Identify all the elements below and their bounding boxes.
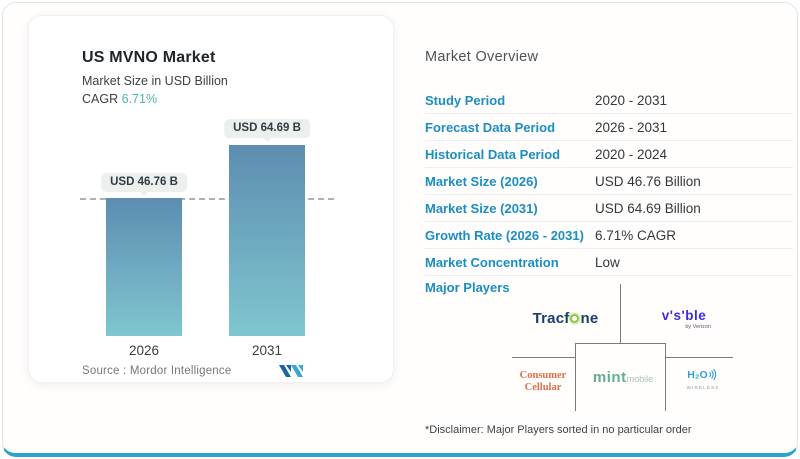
tracfone-ring-icon: [570, 314, 580, 323]
row-label: Market Size (2031): [425, 200, 538, 216]
cagr-line: CAGR 6.71%: [82, 92, 157, 106]
row-value: USD 46.76 Billion: [595, 173, 701, 189]
row-value: 2020 - 2031: [595, 92, 668, 108]
table-row: Historical Data Period 2020 - 2024: [425, 141, 793, 168]
cagr-value: 6.71%: [121, 92, 158, 106]
row-value: 2020 - 2024: [595, 146, 668, 162]
h2o-wireless-logo: H₂O WIRELESS: [673, 365, 733, 390]
tracfone-logo: Tracf ne: [518, 310, 613, 327]
cagr-label: CAGR: [82, 92, 119, 106]
diagram-line: [666, 357, 733, 358]
mint-mobile-logo: mintmobile: [581, 369, 665, 387]
reference-dashed-line: [80, 198, 334, 200]
row-label: Growth Rate (2026 - 2031): [425, 227, 584, 243]
row-label: Forecast Data Period: [425, 119, 556, 135]
bar-2031: [229, 145, 305, 336]
table-row: Market Size (2026) USD 46.76 Billion: [425, 168, 793, 195]
source-label: Source :: [82, 365, 127, 377]
table-row: Forecast Data Period 2026 - 2031: [425, 114, 793, 141]
row-value: 2026 - 2031: [595, 119, 668, 135]
table-row: Study Period 2020 - 2031: [425, 87, 793, 114]
row-value: USD 64.69 Billion: [595, 200, 701, 216]
bar-2026: [106, 198, 182, 336]
diagram-line: [665, 343, 666, 411]
mint-text: mint: [592, 369, 627, 386]
h2o-text: H₂O: [687, 369, 708, 381]
overview-title: Market Overview: [425, 49, 539, 65]
row-label: Historical Data Period: [425, 146, 561, 162]
overview-table: Study Period 2020 - 2031 Forecast Data P…: [425, 87, 793, 276]
row-value: Low: [595, 254, 620, 270]
chart-title: US MVNO Market: [82, 49, 216, 66]
row-value: 6.71% CAGR: [595, 227, 677, 243]
source-line: Source : Mordor Intelligence: [82, 365, 231, 377]
consumer-cellular-logo: Consumer Cellular: [506, 370, 580, 394]
table-row: Growth Rate (2026 - 2031) 6.71% CAGR: [425, 222, 793, 249]
market-size-chart-card: US MVNO Market Market Size in USD Billio…: [28, 15, 394, 383]
disclaimer-text: *Disclaimer: Major Players sorted in no …: [425, 424, 692, 436]
table-row: Market Concentration Low: [425, 249, 793, 276]
table-row: Market Size (2031) USD 64.69 Billion: [425, 195, 793, 222]
major-players-label: Major Players: [425, 280, 510, 295]
row-label: Study Period: [425, 92, 506, 108]
source-name: Mordor Intelligence: [129, 365, 232, 377]
h2o-subtext: WIRELESS: [686, 385, 720, 390]
diagram-line: [620, 284, 621, 343]
bar-value-label-2031: USD 64.69 B: [224, 119, 310, 142]
tracfone-text: Tracf: [532, 310, 570, 327]
mint-subtext: mobile: [626, 374, 654, 384]
h2o-waves-icon: [708, 368, 716, 381]
tracfone-text: ne: [580, 310, 599, 327]
visible-subtext: by Verizon: [685, 324, 711, 330]
x-axis-label-2031: 2031: [251, 343, 283, 358]
diagram-line: [575, 343, 666, 344]
row-label: Market Size (2026): [425, 173, 538, 189]
visible-text: v's'ble: [661, 308, 707, 323]
consumer-cellular-text: Cellular: [524, 382, 562, 394]
chart-subtitle: Market Size in USD Billion: [82, 74, 228, 88]
consumer-cellular-text: Consumer: [519, 370, 567, 381]
diagram-line: [512, 357, 575, 358]
row-label: Market Concentration: [425, 254, 559, 270]
x-axis-label-2026: 2026: [128, 343, 160, 358]
diagram-line: [575, 343, 576, 411]
bar-value-label-2026: USD 46.76 B: [101, 173, 187, 196]
mordor-intelligence-logo-icon: [279, 365, 303, 377]
visible-logo: v's'ble by Verizon: [651, 308, 717, 330]
